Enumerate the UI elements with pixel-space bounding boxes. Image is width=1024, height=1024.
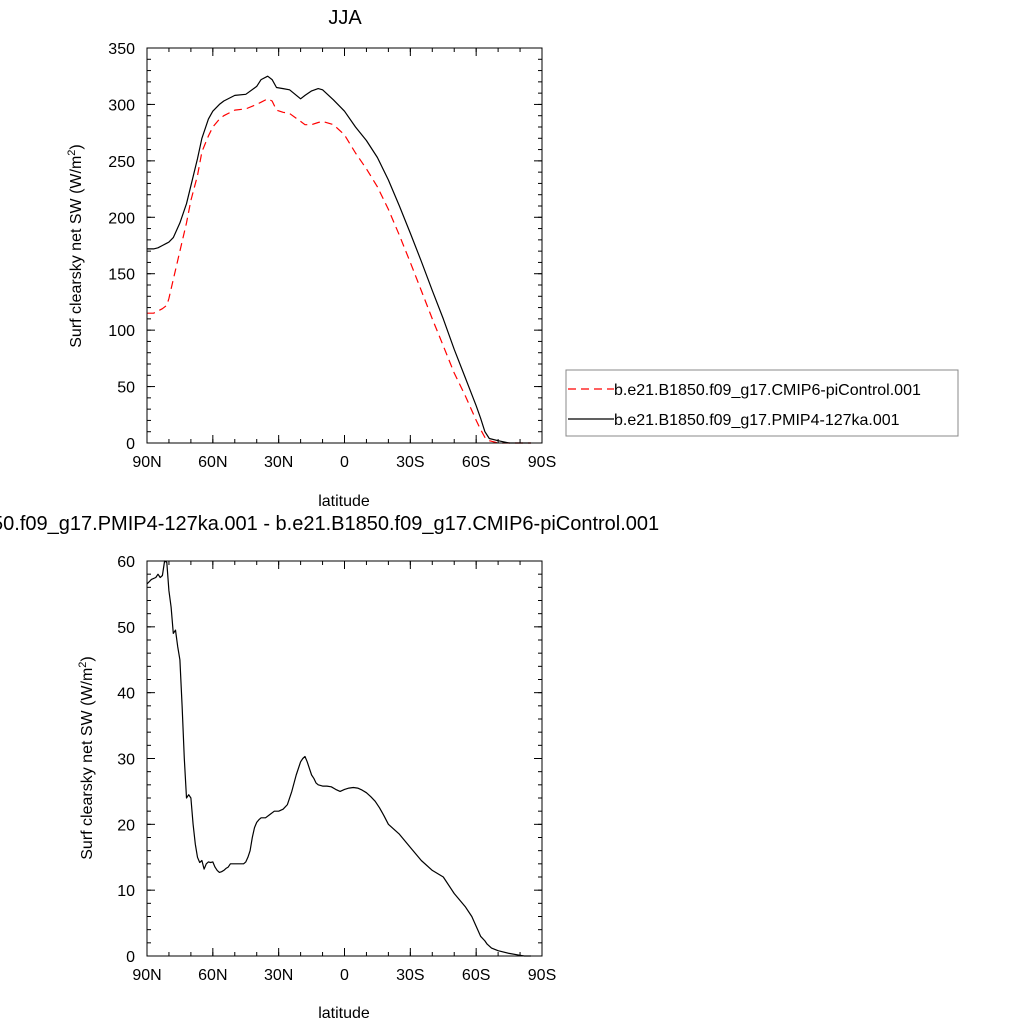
y-tick-label-top-3: 150 — [108, 267, 135, 284]
x-tick-label-bottom-5: 60S — [462, 967, 490, 984]
y-tick-label-bottom-5: 50 — [117, 620, 135, 637]
y-axis-title-bottom-close: ) — [79, 656, 96, 661]
series-line-top-1 — [147, 75, 531, 444]
y-axis-title-bottom-main: Surf clearsky net SW (W/m — [79, 668, 96, 860]
y-tick-label-bottom-2: 20 — [117, 817, 135, 834]
y-axis-title-top: Surf clearsky net SW (W/m2) — [66, 144, 85, 347]
series-line-bottom-0 — [146, 560, 531, 957]
plot-frame-top — [146, 47, 543, 444]
x-axis-title-top: latitude — [318, 493, 370, 510]
y-axis-title-top-main: Surf clearsky net SW (W/m — [68, 156, 85, 348]
x-tick-label-bottom-3: 0 — [340, 967, 349, 984]
y-axis-title-top-sup: 2 — [66, 150, 78, 156]
y-tick-label-top-2: 100 — [108, 323, 135, 340]
y-tick-label-top-4: 200 — [108, 210, 135, 227]
plot-bottom-difference: b.e21.B1850.f09_g17.PMIP4-127ka.001 - b.… — [0, 513, 659, 1022]
legend-label-picontrol: b.e21.B1850.f09_g17.CMIP6-piControl.001 — [614, 382, 921, 399]
y-axis-title-top-close: ) — [68, 144, 85, 149]
y-tick-label-top-7: 350 — [108, 41, 135, 58]
y-axis-title-bottom: Surf clearsky net SW (W/m2) — [77, 656, 96, 859]
plot-top-jja: JJA 90N 60N 30N 0 30S 60S 90S 0 50 100 150 200 250 30… — [66, 7, 556, 510]
legend: b.e21.B1850.f09_g17.CMIP6-piControl.001 … — [565, 369, 959, 437]
x-tick-label-top-1: 60N — [198, 454, 227, 471]
x-tick-label-top-2: 30N — [264, 454, 293, 471]
legend-label-pmip4: b.e21.B1850.f09_g17.PMIP4-127ka.001 — [614, 412, 900, 429]
plot-frame-bottom — [146, 560, 543, 957]
y-tick-label-bottom-4: 40 — [117, 686, 135, 703]
x-tick-label-top-6: 90S — [528, 454, 556, 471]
y-tick-label-bottom-3: 30 — [117, 752, 135, 769]
x-tick-label-bottom-4: 30S — [396, 967, 424, 984]
x-axis-title-bottom: latitude — [318, 1005, 370, 1022]
x-tick-label-top-3: 0 — [340, 454, 349, 471]
y-tick-label-bottom-6: 60 — [117, 554, 135, 571]
y-tick-label-top-1: 50 — [117, 380, 135, 397]
x-tick-label-top-0: 90N — [132, 454, 161, 471]
x-tick-label-bottom-6: 90S — [528, 967, 556, 984]
x-tick-label-bottom-0: 90N — [132, 967, 161, 984]
y-tick-label-top-0: 0 — [126, 436, 135, 453]
x-tick-label-top-4: 30S — [396, 454, 424, 471]
plot-title-top: JJA — [328, 7, 362, 29]
y-axis-title-bottom-sup: 2 — [77, 662, 89, 668]
x-tick-label-bottom-2: 30N — [264, 967, 293, 984]
x-tick-label-top-5: 60S — [462, 454, 490, 471]
y-tick-label-top-5: 250 — [108, 154, 135, 171]
y-tick-label-top-6: 300 — [108, 97, 135, 114]
series-line-top-0 — [147, 98, 531, 444]
y-tick-label-bottom-0: 0 — [126, 949, 135, 966]
y-tick-label-bottom-1: 10 — [117, 883, 135, 900]
plot-title-bottom: b.e21.B1850.f09_g17.PMIP4-127ka.001 - b.… — [0, 513, 659, 535]
x-tick-label-bottom-1: 60N — [198, 967, 227, 984]
legend-box — [565, 369, 959, 437]
